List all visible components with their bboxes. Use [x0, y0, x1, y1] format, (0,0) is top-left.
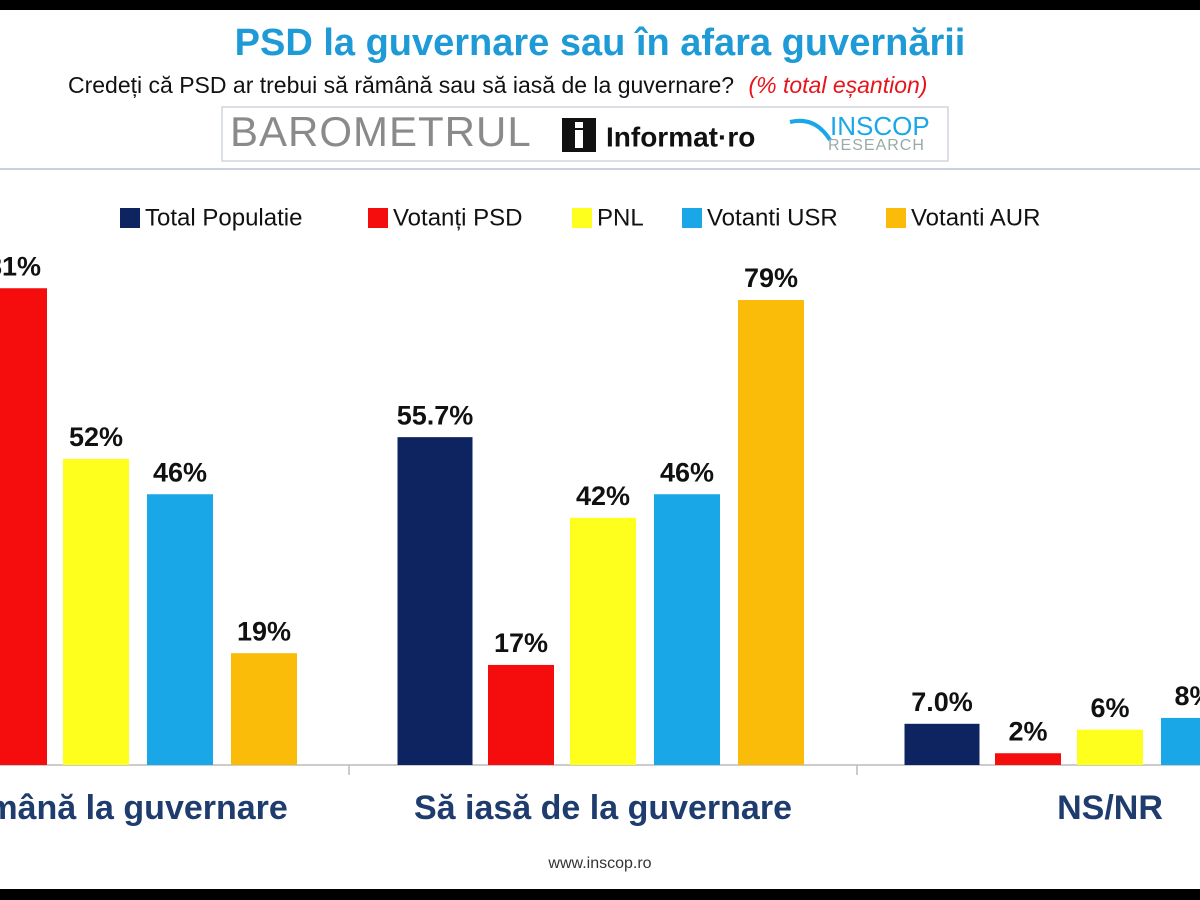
bar — [904, 723, 980, 765]
legend-swatch — [886, 208, 906, 228]
bar — [1161, 717, 1200, 765]
x-tick-label: Să rămână la guvernare — [0, 789, 288, 827]
bar — [570, 517, 636, 765]
data-label: 79% — [744, 263, 798, 293]
logo-swoosh — [789, 118, 832, 142]
logo-research: RESEARCH — [828, 137, 925, 154]
legend-label: Votanti AUR — [911, 204, 1040, 231]
subtitle: Credeți că PSD ar trebui să rămână sau s… — [68, 72, 927, 98]
bar — [488, 664, 554, 765]
source: www.inscop.ro — [547, 855, 651, 872]
bar — [0, 288, 47, 765]
subtitle-note: (% total eșantion) — [748, 72, 927, 98]
x-tick-label: NS/NR — [1057, 789, 1163, 827]
data-label: 55.7% — [397, 400, 474, 430]
legend-label: PNL — [597, 204, 644, 231]
legend-label: Votanți PSD — [393, 204, 522, 231]
subtitle-text: Credeți că PSD ar trebui să rămână sau s… — [68, 72, 734, 98]
data-label: 2% — [1008, 716, 1047, 746]
logo-icon-i — [575, 130, 583, 148]
data-label: 46% — [153, 457, 207, 487]
logo-informat: Informat·ro — [606, 121, 755, 152]
bar — [397, 437, 473, 765]
bar — [654, 494, 720, 765]
bar — [995, 753, 1061, 765]
legend-swatch — [572, 208, 592, 228]
data-label: 42% — [576, 481, 630, 511]
data-label: 52% — [69, 422, 123, 452]
bar — [738, 300, 804, 765]
data-label: 6% — [1090, 693, 1129, 723]
legend-label: Votanti USR — [707, 204, 838, 231]
legend-swatch — [368, 208, 388, 228]
data-label: 81% — [0, 251, 41, 281]
x-tick-label: Să iasă de la guvernare — [414, 789, 792, 827]
bottom-border — [0, 889, 1200, 900]
data-label: 7.0% — [911, 687, 973, 717]
bar — [147, 494, 213, 765]
bar — [231, 653, 297, 765]
logo-inscop: INSCOP — [830, 111, 930, 141]
data-label: 8% — [1174, 681, 1200, 711]
bar — [63, 458, 129, 765]
chart-title: PSD la guvernare sau în afara guvernării — [235, 22, 966, 64]
legend-label: Total Populatie — [145, 204, 302, 231]
legend-swatch — [120, 208, 140, 228]
legend-swatch — [682, 208, 702, 228]
logo-icon-dot — [575, 122, 583, 128]
data-label: 19% — [237, 616, 291, 646]
data-label: 17% — [494, 628, 548, 658]
bar — [1077, 729, 1143, 765]
logo-barometrul: BAROMETRUL — [230, 108, 532, 155]
top-border — [0, 0, 1200, 10]
data-label: 46% — [660, 457, 714, 487]
